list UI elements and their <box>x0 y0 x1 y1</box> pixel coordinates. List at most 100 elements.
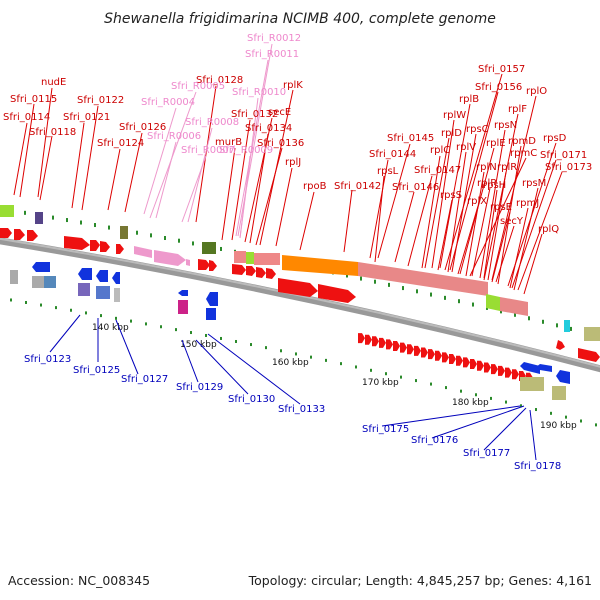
scale-tick <box>220 246 222 251</box>
gene-label: rplX <box>467 196 487 207</box>
gene-label: Sfri_0126 <box>119 122 166 133</box>
scale-label-150: 150 kbp <box>180 340 217 350</box>
scale-tick <box>490 396 492 400</box>
gene-label: rpmJ <box>516 198 539 209</box>
gene-label: rplB <box>459 94 479 105</box>
gene-label: rpmD <box>508 136 536 147</box>
scale-tick <box>40 303 42 307</box>
gene-label: Sfri_0134 <box>245 123 292 134</box>
scale-tick <box>52 215 54 220</box>
rna-gene-labels: Sfri_R0012 Sfri_R0011 Sfri_R0005 Sfri_R0… <box>141 33 301 156</box>
topology-text: Topology: circular; Length: 4,845,257 bp… <box>248 573 592 588</box>
scale-tick <box>460 389 462 393</box>
gene-label: rpsS <box>440 190 462 201</box>
gene-label: Sfri_0125 <box>73 365 120 376</box>
scale-tick <box>66 218 68 223</box>
scale-tick <box>205 333 207 337</box>
scale-tick <box>580 419 582 423</box>
rna-label: Sfri_R0005 <box>171 81 225 92</box>
scale-label-180: 180 kbp <box>452 398 489 408</box>
forward-gene-arrow <box>449 354 456 365</box>
gene-label: Sfri_0145 <box>387 133 434 144</box>
gene-label: rplC <box>430 145 450 156</box>
scale-tick <box>70 308 72 312</box>
gene-label: rpsC <box>466 124 489 135</box>
forward-gene-arrow <box>435 350 442 361</box>
gene-label: Sfri_0136 <box>257 138 304 149</box>
gene-label: rplQ <box>538 224 559 235</box>
accession-text: Accession: NC_008345 <box>8 573 150 588</box>
gene-label: rplJ <box>285 157 301 168</box>
scale-tick <box>415 379 417 383</box>
rna-label: Sfri_R0008 <box>185 117 239 128</box>
gene-label: rpsH <box>483 180 506 191</box>
gene-label: Sfri_0171 <box>540 150 587 161</box>
scale-tick <box>150 233 152 238</box>
forward-gene-arrow <box>477 360 484 371</box>
forward-gene-arrow <box>442 352 449 363</box>
genome-backbone-highlight <box>0 237 600 368</box>
gene-label: Sfri_0146 <box>392 182 439 193</box>
gene-label: rplP <box>477 178 496 189</box>
gene-label: rplK <box>283 80 303 91</box>
reverse-feature-blocks <box>10 270 566 400</box>
gene-label: rpsM <box>522 178 546 189</box>
top-label-leader-lines <box>13 73 563 295</box>
scale-tick <box>160 325 162 329</box>
forward-gene-arrow <box>498 365 505 376</box>
gene-label: secY <box>500 216 524 227</box>
forward-gene-arrow <box>386 339 393 350</box>
rna-genes <box>134 246 190 266</box>
genome-backbone <box>0 237 600 373</box>
forward-gene-arrow <box>512 369 519 380</box>
rna-label-leader-lines <box>143 43 273 239</box>
forward-gene-arrow <box>365 334 372 345</box>
scale-tick <box>400 375 402 379</box>
scale-tick <box>10 298 12 302</box>
forward-gene-arrow <box>393 341 400 352</box>
scale-tick <box>164 236 166 241</box>
gene-label: Sfri_0128 <box>196 75 243 86</box>
gene-label: Sfri_0176 <box>411 435 458 446</box>
gene-label: Sfri_0132 <box>231 109 278 120</box>
gene-label: rplV <box>456 142 476 153</box>
scale-tick <box>94 223 96 228</box>
scale-tick <box>500 309 502 314</box>
scale-tick <box>25 300 27 304</box>
scale-tick <box>528 316 530 321</box>
scale-tick <box>340 362 342 366</box>
scale-tick <box>430 382 432 386</box>
ribosomal-operon-genes <box>358 333 533 383</box>
gene-label: Sfri_0127 <box>121 374 168 385</box>
rna-label: Sfri_R0007 <box>181 145 235 156</box>
scale-label-140: 140 kbp <box>92 323 129 333</box>
forward-gene-arrow <box>505 367 512 378</box>
rna-label: Sfri_R0009 <box>219 145 273 156</box>
scale-tick <box>100 314 102 318</box>
scale-tick <box>145 322 147 326</box>
gene-label: Sfri_0178 <box>514 461 561 472</box>
scale-tick <box>136 230 138 235</box>
scale-tick <box>444 295 446 300</box>
inner-scale-ticks <box>10 298 597 427</box>
scale-label-190: 190 kbp <box>540 421 577 431</box>
bottom-gene-labels: Sfri_0123 Sfri_0125 Sfri_0127 Sfri_0129 … <box>24 354 561 472</box>
scale-tick <box>388 282 390 287</box>
gene-label: rpmC <box>510 148 537 159</box>
scale-label-170: 170 kbp <box>362 378 399 388</box>
scale-tick <box>115 316 117 320</box>
gene-label: Sfri_0177 <box>463 448 510 459</box>
scale-tick <box>505 400 507 404</box>
gene-label: rplO <box>526 86 547 97</box>
rna-label: Sfri_R0010 <box>232 87 286 98</box>
forward-gene-arrow <box>463 357 470 368</box>
rna-label: Sfri_R0006 <box>147 131 201 142</box>
forward-gene-arrow <box>421 347 428 358</box>
scale-tick <box>542 319 544 324</box>
scale-tick <box>346 273 348 278</box>
scale-tick <box>55 306 57 310</box>
gene-label: rplW <box>443 110 466 121</box>
gene-label: rpoB <box>303 181 327 192</box>
gene-label: Sfri_0173 <box>545 162 592 173</box>
scale-tick <box>235 339 237 343</box>
